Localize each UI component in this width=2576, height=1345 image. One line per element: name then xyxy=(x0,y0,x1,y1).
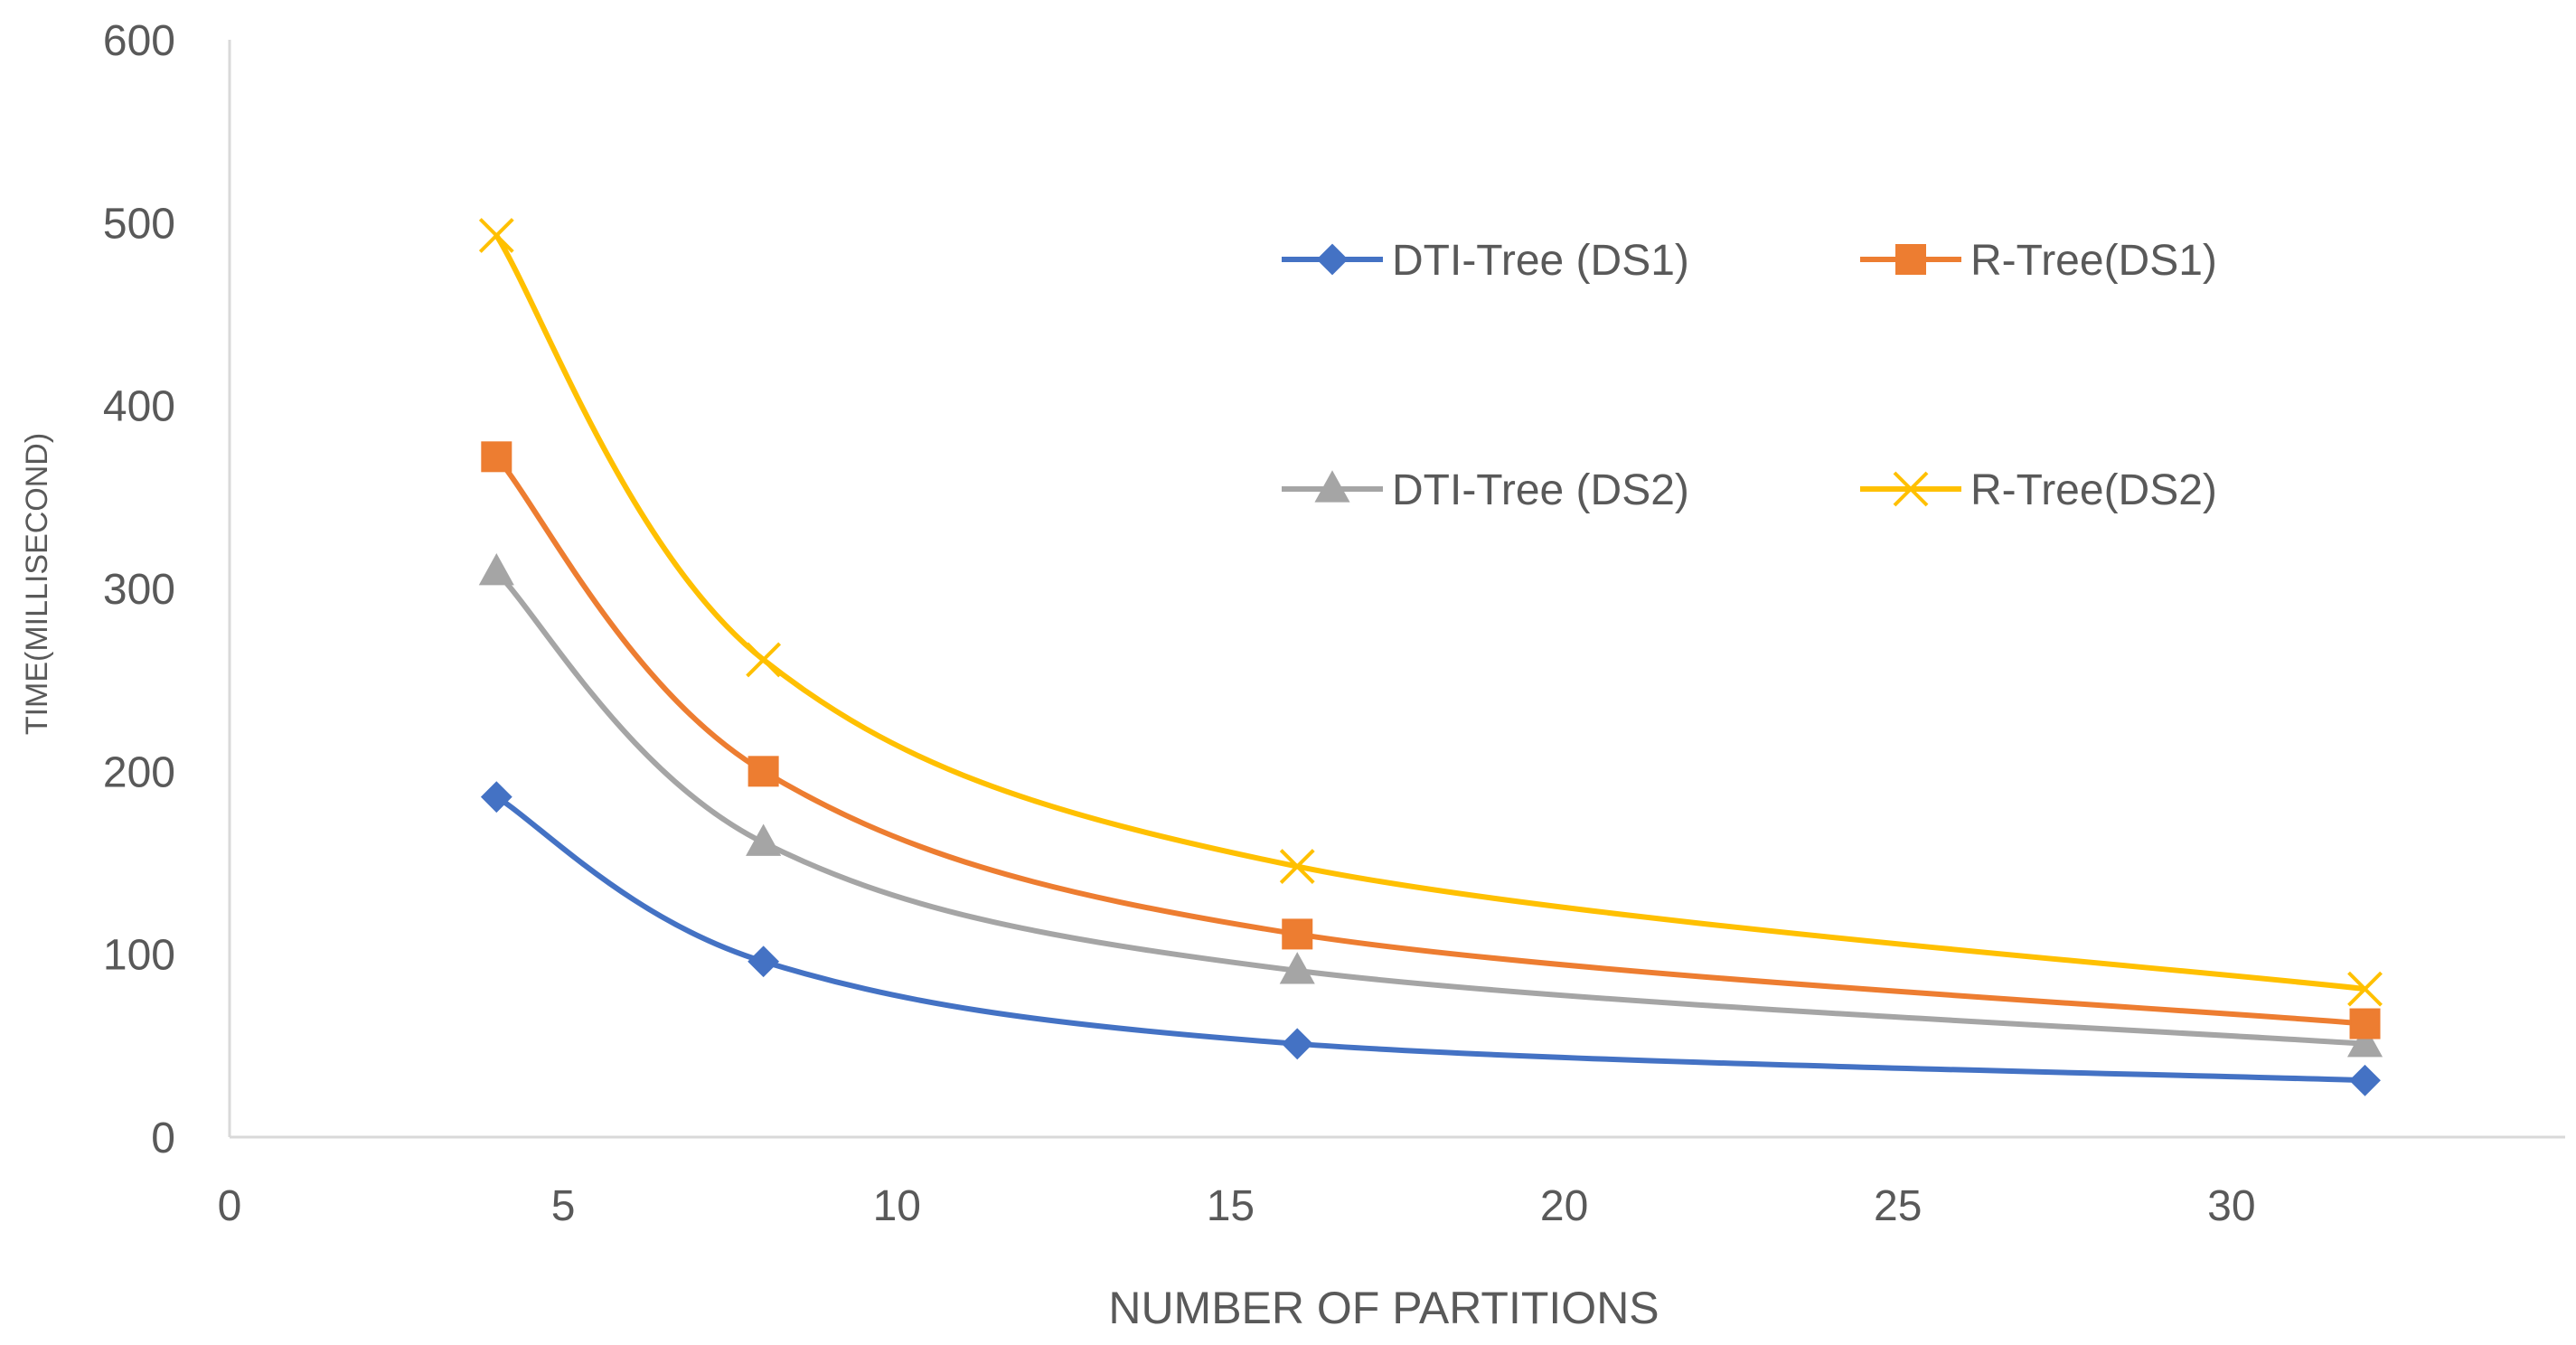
data-point xyxy=(478,553,514,586)
x-tick-label: 10 xyxy=(873,1182,921,1230)
series-dti-tree-ds2 xyxy=(478,553,2383,1058)
y-tick-label: 200 xyxy=(103,748,175,796)
x-tick-label: 20 xyxy=(1540,1182,1588,1230)
legend-marker xyxy=(1893,471,1929,507)
y-tick-label: 400 xyxy=(103,383,175,431)
data-point xyxy=(2346,1025,2383,1058)
y-axis-title: TIME(MILLISECOND) xyxy=(20,433,54,735)
x-tick-label: 15 xyxy=(1207,1182,1255,1230)
legend-item: R-Tree(DS1) xyxy=(1860,237,2217,285)
legend-label: R-Tree(DS2) xyxy=(1970,466,2217,514)
data-point xyxy=(747,945,780,978)
series-line xyxy=(494,232,2368,992)
series-layer xyxy=(478,218,2383,1096)
y-tick-label: 300 xyxy=(103,566,175,614)
axes: 0 100 200 300 400 500 600 0 5 10 15 20 25 30 xyxy=(103,17,2565,1230)
data-point xyxy=(746,642,782,678)
data-point xyxy=(1279,952,1315,984)
y-tick-label: 0 xyxy=(151,1115,175,1162)
series-line xyxy=(494,569,2368,1047)
data-point xyxy=(481,441,512,473)
data-point xyxy=(2347,971,2383,1007)
legend-label: DTI-Tree (DS1) xyxy=(1392,237,1689,285)
series-r-tree-ds2 xyxy=(478,218,2383,1007)
data-point xyxy=(746,823,782,856)
data-point xyxy=(2349,1064,2381,1096)
legend-label: DTI-Tree (DS2) xyxy=(1392,466,1689,514)
data-point xyxy=(478,218,514,253)
legend-marker xyxy=(1316,243,1349,276)
data-point xyxy=(747,756,779,787)
y-tick-label: 600 xyxy=(103,17,175,65)
legend-marker xyxy=(1895,244,1926,275)
y-tick-label: 500 xyxy=(103,200,175,248)
legend-item: DTI-Tree (DS1) xyxy=(1282,237,1689,285)
data-point xyxy=(1281,1028,1313,1060)
x-axis-title: NUMBER OF PARTITIONS xyxy=(1108,1283,1659,1333)
series-line xyxy=(494,454,2368,1027)
data-point xyxy=(2349,1008,2381,1039)
data-point xyxy=(1279,849,1315,884)
legend: DTI-Tree (DS1) R-Tree(DS1) DTI-Tree (DS2) R… xyxy=(1282,237,2217,514)
x-tick-label: 25 xyxy=(1874,1182,1922,1230)
series-dti-tree-ds1 xyxy=(480,781,2381,1096)
data-point xyxy=(480,781,512,814)
y-tick-label: 100 xyxy=(103,932,175,980)
legend-label: R-Tree(DS1) xyxy=(1970,237,2217,285)
x-tick-label: 5 xyxy=(551,1182,576,1230)
x-tick-label: 0 xyxy=(218,1182,242,1230)
legend-item: R-Tree(DS2) xyxy=(1860,466,2217,514)
data-point xyxy=(1282,918,1313,950)
x-tick-label: 30 xyxy=(2207,1182,2255,1230)
series-r-tree-ds1 xyxy=(481,441,2381,1039)
legend-marker xyxy=(1314,470,1350,503)
legend-item: DTI-Tree (DS2) xyxy=(1282,466,1689,514)
series-line xyxy=(494,794,2368,1084)
